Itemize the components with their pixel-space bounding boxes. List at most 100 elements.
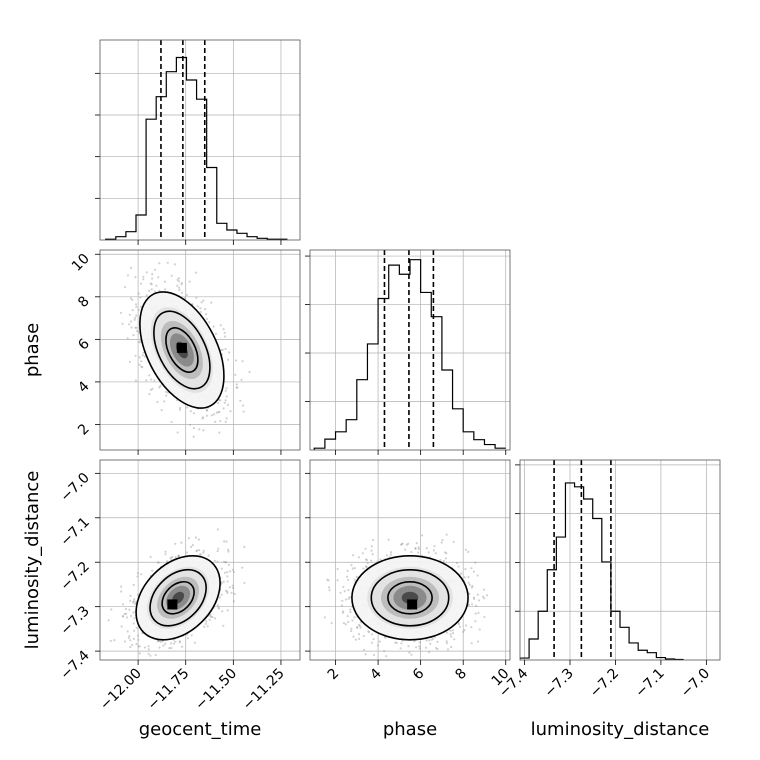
scatter-point bbox=[399, 543, 402, 546]
scatter-point bbox=[445, 640, 448, 643]
scatter-point bbox=[235, 383, 238, 386]
scatter-point bbox=[140, 573, 143, 576]
scatter-point bbox=[217, 547, 220, 550]
scatter-point bbox=[208, 321, 211, 324]
x-tick-label: −11.25 bbox=[240, 666, 288, 714]
scatter-point bbox=[405, 543, 408, 546]
scatter-point bbox=[354, 638, 357, 641]
scatter-point bbox=[168, 647, 171, 650]
density-panel-phase-vs-geocent-time bbox=[99, 249, 301, 451]
scatter-point bbox=[134, 379, 137, 382]
scatter-point bbox=[150, 283, 153, 286]
scatter-point bbox=[202, 549, 205, 552]
scatter-point bbox=[136, 329, 139, 333]
scatter-point bbox=[193, 641, 196, 644]
scatter-point bbox=[127, 323, 131, 326]
scatter-point bbox=[195, 550, 198, 553]
scatter-point bbox=[216, 528, 219, 531]
scatter-point bbox=[178, 277, 181, 280]
scatter-point bbox=[486, 594, 489, 597]
scatter-point bbox=[218, 410, 221, 414]
scatter-point bbox=[458, 625, 462, 628]
scatter-point bbox=[467, 581, 470, 584]
scatter-point bbox=[134, 354, 137, 357]
scatter-point bbox=[415, 542, 418, 545]
scatter-point bbox=[124, 286, 127, 289]
scatter-point bbox=[213, 617, 217, 620]
histogram-step bbox=[313, 259, 506, 450]
scatter-point bbox=[449, 629, 452, 632]
scatter-point bbox=[219, 420, 222, 423]
scatter-point bbox=[138, 645, 141, 648]
scatter-point bbox=[185, 293, 188, 297]
scatter-point bbox=[126, 630, 129, 633]
scatter-point bbox=[472, 596, 476, 599]
scatter-point bbox=[353, 567, 356, 570]
scatter-point bbox=[147, 652, 150, 655]
scatter-point bbox=[346, 575, 349, 578]
scatter-point bbox=[186, 637, 189, 640]
scatter-point bbox=[202, 429, 205, 432]
scatter-point bbox=[365, 566, 368, 569]
scatter-point bbox=[344, 623, 347, 626]
scatter-point bbox=[222, 407, 225, 410]
y-tick-label: −7.4 bbox=[57, 648, 92, 683]
scatter-point bbox=[326, 578, 329, 581]
scatter-point bbox=[133, 629, 136, 632]
scatter-point bbox=[170, 558, 173, 561]
scatter-point bbox=[133, 617, 136, 620]
density-levels bbox=[351, 554, 469, 641]
scatter-point bbox=[341, 599, 344, 602]
scatter-point bbox=[180, 541, 183, 544]
scatter-point bbox=[328, 586, 331, 589]
scatter-point bbox=[450, 645, 453, 649]
density-levels bbox=[135, 554, 221, 641]
scatter-point bbox=[483, 615, 486, 619]
scatter-point bbox=[121, 322, 124, 325]
scatter-point bbox=[124, 607, 127, 611]
scatter-point bbox=[370, 559, 373, 562]
scatter-point bbox=[160, 409, 163, 412]
scatter-point bbox=[129, 320, 133, 323]
scatter-point bbox=[156, 561, 159, 564]
scatter-point bbox=[418, 645, 421, 648]
scatter-point bbox=[135, 642, 138, 646]
scatter-point bbox=[176, 278, 179, 281]
scatter-point bbox=[166, 261, 169, 264]
scatter-point bbox=[205, 317, 208, 320]
scatter-point bbox=[415, 646, 418, 649]
scatter-point bbox=[143, 355, 146, 358]
scatter-point bbox=[137, 292, 140, 295]
scatter-point bbox=[218, 431, 221, 434]
scatter-point bbox=[242, 410, 245, 413]
panel-frame bbox=[519, 459, 721, 661]
scatter-point bbox=[376, 644, 379, 647]
scatter-point bbox=[378, 640, 381, 643]
scatter-point bbox=[158, 386, 161, 389]
scatter-point bbox=[407, 542, 410, 545]
scatter-point bbox=[136, 593, 139, 596]
scatter-point bbox=[225, 417, 228, 420]
scatter-point bbox=[343, 590, 346, 593]
scatter-point bbox=[127, 636, 130, 640]
scatter-point bbox=[195, 549, 199, 552]
scatter-point bbox=[130, 266, 133, 269]
histogram-panel-geocent-time bbox=[95, 39, 301, 241]
scatter-point bbox=[478, 628, 481, 631]
scatter-point bbox=[452, 540, 455, 544]
scatter-point bbox=[224, 561, 227, 564]
scatter-point bbox=[194, 271, 197, 274]
scatter-point bbox=[130, 614, 133, 618]
scatter-point bbox=[141, 366, 144, 369]
scatter-point bbox=[366, 562, 369, 565]
scatter-point bbox=[109, 639, 112, 643]
scatter-point bbox=[203, 625, 206, 628]
scatter-point bbox=[225, 561, 228, 564]
scatter-point bbox=[436, 648, 439, 651]
scatter-point bbox=[408, 651, 411, 654]
scatter-point bbox=[142, 667, 144, 669]
scatter-point bbox=[400, 542, 403, 546]
scatter-point bbox=[339, 591, 342, 594]
scatter-point bbox=[433, 545, 436, 548]
x-tick-label: −7.2 bbox=[587, 666, 622, 701]
